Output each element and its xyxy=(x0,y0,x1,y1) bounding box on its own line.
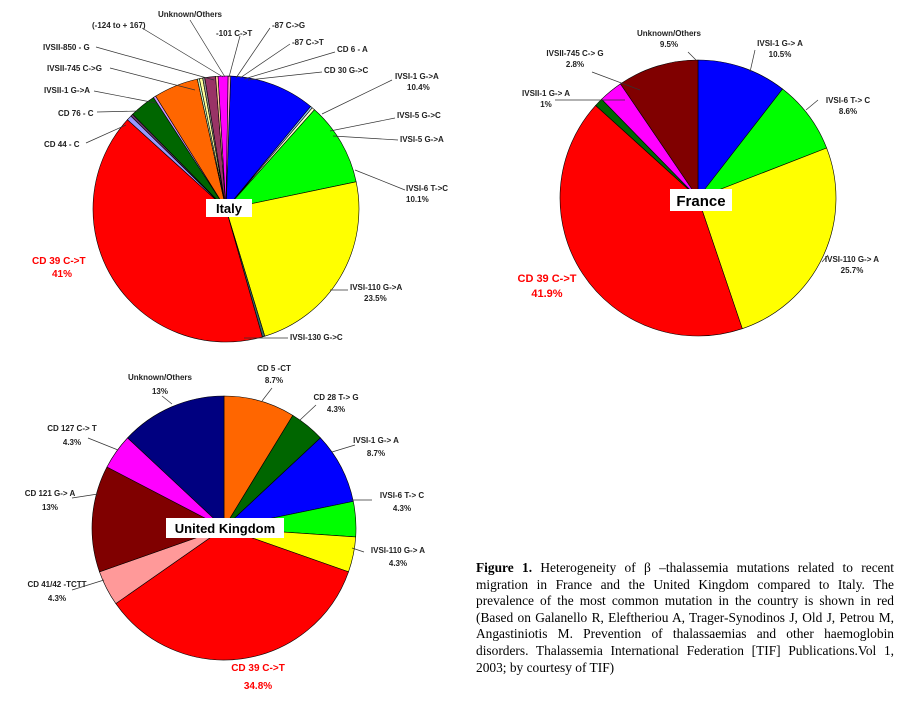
uk-leader-lines xyxy=(71,387,372,591)
uk-slice-cd-121-g-a-13 xyxy=(91,466,225,573)
france-label-unknown-name: Unknown/Others xyxy=(637,29,702,38)
france-label-unknown-pct: 9.5% xyxy=(660,40,678,49)
italy-label-unknown-others: Unknown/Others xyxy=(158,10,223,19)
italy-label-ivsi1-name: IVSI-1 G->A xyxy=(395,72,439,81)
italy-label-ivsi6-name: IVSI-6 T->C xyxy=(406,184,448,193)
italy-slice-ivsi-1-g-a-10-4 xyxy=(225,75,312,210)
uk-label-cd5-pct: 8.7% xyxy=(265,376,283,385)
uk-pie-chart xyxy=(91,395,357,661)
figure-caption: Figure 1. Heterogeneity of β –thalassemi… xyxy=(476,560,894,676)
france-slice-cd-39-c-t-41-9 xyxy=(559,105,743,337)
italy-title: Italy xyxy=(206,199,252,217)
uk-label-cd39-name: CD 39 C->T xyxy=(231,663,285,674)
italy-label-cd30: CD 30 G->C xyxy=(324,66,368,75)
italy-label-ivsi1-pct: 10.4% xyxy=(407,83,430,92)
france-label-cd39-pct: 41.9% xyxy=(531,288,562,300)
france-label-ivsi1-pct: 10.5% xyxy=(769,50,792,59)
italy-label-124-167: (-124 to + 167) xyxy=(92,21,146,30)
france-slice-ivsi-110-g-a-25-7 xyxy=(697,147,837,330)
france-label-ivsi110-pct: 25.7% xyxy=(841,266,864,275)
uk-label-cd28-name: CD 28 T-> G xyxy=(313,393,358,402)
italy-leader-lines xyxy=(85,19,406,339)
uk-title-text: United Kingdom xyxy=(175,521,275,536)
italy-slice-ivsi-6-t-c-10-1 xyxy=(225,109,357,210)
italy-label-cd6: CD 6 - A xyxy=(337,45,368,54)
caption-text: Heterogeneity of β –thalassemia mutation… xyxy=(476,560,894,675)
uk-label-cd28-pct: 4.3% xyxy=(327,405,345,414)
uk-label-ivsi1-name: IVSI-1 G-> A xyxy=(353,436,399,445)
uk-slice-unknown-others-13 xyxy=(127,395,225,529)
france-label-cd39-name: CD 39 C->T xyxy=(518,273,577,285)
uk-title: United Kingdom xyxy=(166,518,284,538)
italy-label-ivsi110-name: IVSI-110 G->A xyxy=(350,283,402,292)
uk-label-cd121-pct: 13% xyxy=(42,503,58,512)
uk-labels: Unknown/Others 13% CD 5 -CT 8.7% CD 28 T… xyxy=(25,364,426,692)
france-label-ivsii745-name: IVSII-745 C-> G xyxy=(546,49,603,58)
italy-label-87g: -87 C->G xyxy=(272,21,305,30)
italy-label-ivsi5gc: IVSI-5 G->C xyxy=(397,111,441,120)
italy-label-cd39-pct: 41% xyxy=(52,269,72,280)
uk-label-ivsi6-name: IVSI-6 T-> C xyxy=(380,491,424,500)
italy-slice-cd-39-c-t-41 xyxy=(92,119,263,343)
italy-label-ivsii850: IVSII-850 - G xyxy=(43,43,90,52)
uk-label-ivsi110-name: IVSI-110 G-> A xyxy=(371,546,425,555)
france-title-text: France xyxy=(676,193,725,210)
caption-label: Figure 1. xyxy=(476,560,533,575)
france-title: France xyxy=(670,189,732,211)
uk-label-cd127-pct: 4.3% xyxy=(63,438,81,447)
uk-label-cd127-name: CD 127 C-> T xyxy=(47,424,97,433)
uk-label-unknown-pct: 13% xyxy=(152,387,168,396)
italy-label-ivsi130: IVSI-130 G->C xyxy=(290,333,343,342)
italy-label-cd39-name: CD 39 C->T xyxy=(32,256,86,267)
france-label-ivsii1-name: IVSII-1 G-> A xyxy=(522,89,570,98)
uk-label-cd41-pct: 4.3% xyxy=(48,594,66,603)
france-labels: Unknown/Others 9.5% IVSII-745 C-> G 2.8%… xyxy=(518,29,880,300)
italy-label-cd76: CD 76 - C xyxy=(58,109,94,118)
france-label-ivsi110-name: IVSI-110 G-> A xyxy=(825,255,879,264)
uk-label-cd121-name: CD 121 G-> A xyxy=(25,489,76,498)
italy-label-ivsi5ga: IVSI-5 G->A xyxy=(400,135,444,144)
uk-label-ivsi6-pct: 4.3% xyxy=(393,504,411,513)
uk-label-ivsi1-pct: 8.7% xyxy=(367,449,385,458)
france-label-ivsii745-pct: 2.8% xyxy=(566,60,584,69)
france-label-ivsii1-pct: 1% xyxy=(540,100,552,109)
uk-label-cd39-pct: 34.8% xyxy=(244,681,272,692)
italy-slice-ivsi-110-g-a-23-5 xyxy=(225,181,360,337)
uk-label-cd41-name: CD 41/42 -TCTT xyxy=(27,580,86,589)
uk-slice-cd-39-c-t-34-8 xyxy=(115,527,349,661)
france-label-ivsi1-name: IVSI-1 G-> A xyxy=(757,39,803,48)
uk-label-unknown-name: Unknown/Others xyxy=(128,373,193,382)
italy-pie-chart xyxy=(92,75,360,343)
france-pie-chart xyxy=(559,59,837,337)
france-label-ivsi6-name: IVSI-6 T-> C xyxy=(826,96,870,105)
france-slice-ivsi-1-g-a-10-5 xyxy=(697,59,784,199)
italy-title-text: Italy xyxy=(216,201,243,216)
italy-label-ivsi110-pct: 23.5% xyxy=(364,294,387,303)
italy-label-ivsii745: IVSII-745 C->G xyxy=(47,64,102,73)
france-leader-lines xyxy=(555,49,829,263)
uk-label-ivsi110-pct: 4.3% xyxy=(389,559,407,568)
uk-label-cd5-name: CD 5 -CT xyxy=(257,364,291,373)
italy-label-ivsi6-pct: 10.1% xyxy=(406,195,429,204)
italy-label-cd44: CD 44 - C xyxy=(44,140,80,149)
italy-labels: (-124 to + 167) Unknown/Others -101 C->T… xyxy=(32,10,448,342)
italy-label-ivsii1: IVSII-1 G->A xyxy=(44,86,90,95)
france-label-ivsi6-pct: 8.6% xyxy=(839,107,857,116)
italy-label-101: -101 C->T xyxy=(216,29,252,38)
italy-label-87t: -87 C->T xyxy=(292,38,324,47)
